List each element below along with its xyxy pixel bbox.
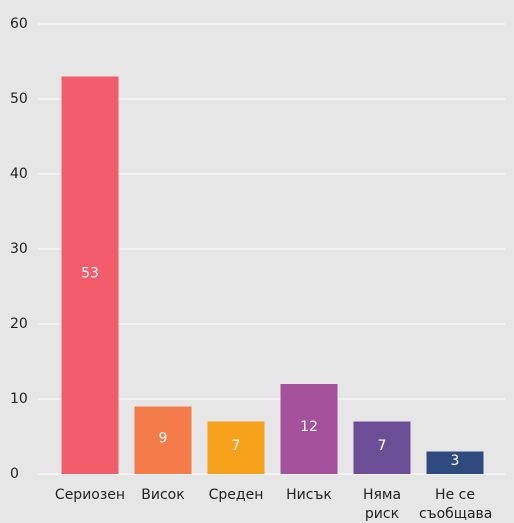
y-tick-label: 60 [10, 16, 28, 32]
x-tick-label: Сериозен [54, 487, 126, 503]
y-tick-label: 20 [10, 316, 28, 332]
bar [207, 421, 265, 474]
y-tick-label: 40 [10, 166, 28, 182]
y-tick-label: 50 [10, 91, 28, 107]
bar [134, 406, 192, 474]
x-tick-label: Нисък [286, 487, 332, 503]
y-tick-label: 0 [10, 466, 19, 482]
bar [353, 421, 411, 474]
value-label: 7 [232, 438, 241, 454]
x-tick-label: Не се съобщава [419, 487, 493, 522]
y-tick-label: 10 [10, 391, 28, 407]
value-label: 9 [159, 430, 168, 446]
value-label: 7 [378, 438, 387, 454]
bar [61, 76, 119, 474]
value-label: 12 [300, 419, 318, 435]
x-tick-label: Няма риск [362, 487, 402, 522]
value-label: 3 [451, 453, 460, 469]
bar [426, 451, 484, 474]
value-label: 53 [81, 265, 99, 281]
x-tick-label: Среден [208, 487, 264, 503]
bar [280, 384, 338, 474]
x-tick-label: Висок [141, 487, 185, 503]
y-tick-label: 30 [10, 241, 28, 257]
